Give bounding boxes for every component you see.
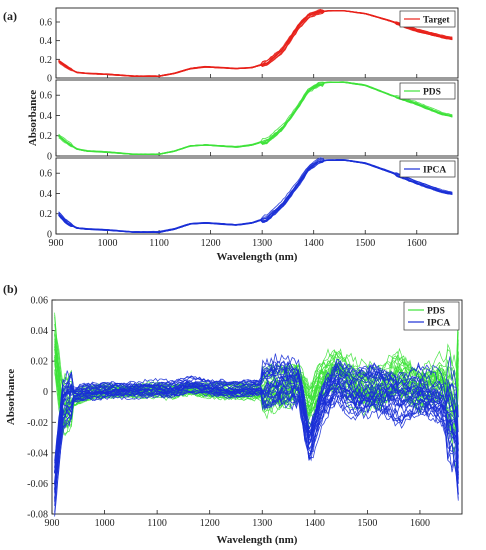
subplot-1-ytick-label: 0.4	[40, 111, 53, 122]
panel-b-ytick-label: 0.04	[31, 326, 49, 337]
subplot-2-xtick-label: 1200	[201, 238, 221, 249]
subplot-1-line-11	[58, 81, 453, 155]
subplot-0-ytick-label: 0.6	[40, 18, 53, 29]
subplot-2-ytick-label: 0.6	[40, 169, 53, 180]
subplot-2-xtick-label: 1300	[252, 238, 272, 249]
subplot-0-ytick-label: 0.4	[40, 36, 53, 47]
subplot-1-ytick-label: 0.2	[40, 131, 53, 142]
subplot-0-legend	[399, 10, 456, 28]
subplot-2-line-9	[58, 159, 453, 233]
ipca-line-21	[54, 383, 459, 506]
panel-b-ytick-label: 0	[43, 387, 48, 398]
panel-b-ylabel: Absorbance	[5, 369, 17, 425]
panel-b-ytick-label: -0.06	[27, 479, 48, 490]
subplot-1-line-10	[58, 81, 453, 155]
panel-b-xtick-label: 1400	[305, 518, 325, 529]
panel-b-xtick-label: 1000	[95, 518, 115, 529]
panel-b-ytick-label: -0.02	[27, 418, 48, 429]
panel-b: (b) Absorbance Wavelength (nm) -0.08-0.0…	[3, 282, 463, 546]
subplot-0-line-11	[58, 10, 453, 77]
panel-a-letter: (a)	[3, 9, 17, 23]
subplot-2-xtick-label: 1400	[304, 238, 324, 249]
ipca-line-26	[54, 361, 459, 478]
ipca-line-23	[54, 358, 459, 472]
subplot-ipca: 0 0.2 0.4 0.6 900 1000 1100 1200 1300 1400 1500 160…	[40, 157, 459, 249]
subplot-2-xtick-label: 1100	[149, 238, 169, 249]
panel-b-xtick-label: 1100	[147, 518, 167, 529]
subplot-2-legend	[399, 160, 456, 178]
subplot-2-xtick-label: 1600	[407, 238, 427, 249]
panel-b-xtick-label: 900	[45, 518, 60, 529]
panel-b-legend-label: IPCA	[427, 319, 450, 329]
panel-b-xtick-label: 1500	[357, 518, 377, 529]
panel-b-letter: (b)	[3, 282, 18, 296]
subplot-2-line-11	[58, 159, 453, 233]
ipca-line-24	[54, 383, 459, 499]
panel-b-ytick-label: -0.04	[27, 448, 48, 459]
subplot-2-xtick-label: 1500	[355, 238, 375, 249]
panel-a-xlabel: Wavelength (nm)	[217, 251, 298, 263]
subplot-1-legend-label: PDS	[423, 88, 441, 98]
panel-b-ytick-label: 0.02	[31, 357, 49, 368]
panel-b-ytick-label: -0.08	[27, 510, 48, 521]
ipca-line-27	[54, 361, 459, 473]
panel-b-xlabel: Wavelength (nm)	[217, 534, 298, 546]
subplot-2-ytick-label: 0.2	[40, 209, 53, 220]
subplot-1-ytick-label: 0.6	[40, 91, 53, 102]
subplot-2-xtick-label: 900	[49, 238, 64, 249]
panel-b-legend	[403, 301, 460, 331]
panel-b-xtick-label: 1300	[252, 518, 272, 529]
panel-a-ylabel: Absorbance	[27, 90, 39, 146]
subplot-0-ytick-label: 0	[47, 74, 52, 85]
subplot-1-ytick-label: 0	[47, 152, 52, 163]
subplot-0-ytick-label: 0.2	[40, 55, 53, 66]
subplot-target: 0 0.2 0.4 0.6 Target	[40, 7, 459, 85]
panel-b-plot: -0.08 -0.06 -0.04 -0.02 0 0.02 0.04 0.06 900 1000…	[27, 296, 463, 529]
panel-a: (a) Absorbance Wavelength (nm) 0 0.2 0.4 0.…	[3, 7, 459, 263]
subplot-2-xtick-label: 1000	[98, 238, 118, 249]
subplot-2-frame	[55, 157, 459, 235]
subplot-1-legend	[399, 82, 456, 100]
subplot-0-legend-label: Target	[423, 16, 450, 26]
panel-b-xtick-label: 1200	[200, 518, 220, 529]
panel-b-xtick-label: 1600	[410, 518, 430, 529]
panel-b-legend-label: PDS	[427, 307, 445, 317]
subplot-2-legend-label: IPCA	[423, 166, 446, 176]
ipca-line-25	[54, 385, 459, 484]
subplot-2-line-3	[58, 158, 453, 233]
subplot-2-ytick-label: 0	[47, 230, 52, 241]
subplot-0-frame	[55, 7, 459, 79]
subplot-1-frame	[55, 79, 459, 157]
panel-b-ytick-label: 0.06	[31, 296, 49, 307]
panel-b-frame	[51, 299, 463, 515]
subplot-2-ytick-label: 0.4	[40, 189, 53, 200]
subplot-pds: 0 0.2 0.4 0.6 PDS	[40, 79, 459, 163]
